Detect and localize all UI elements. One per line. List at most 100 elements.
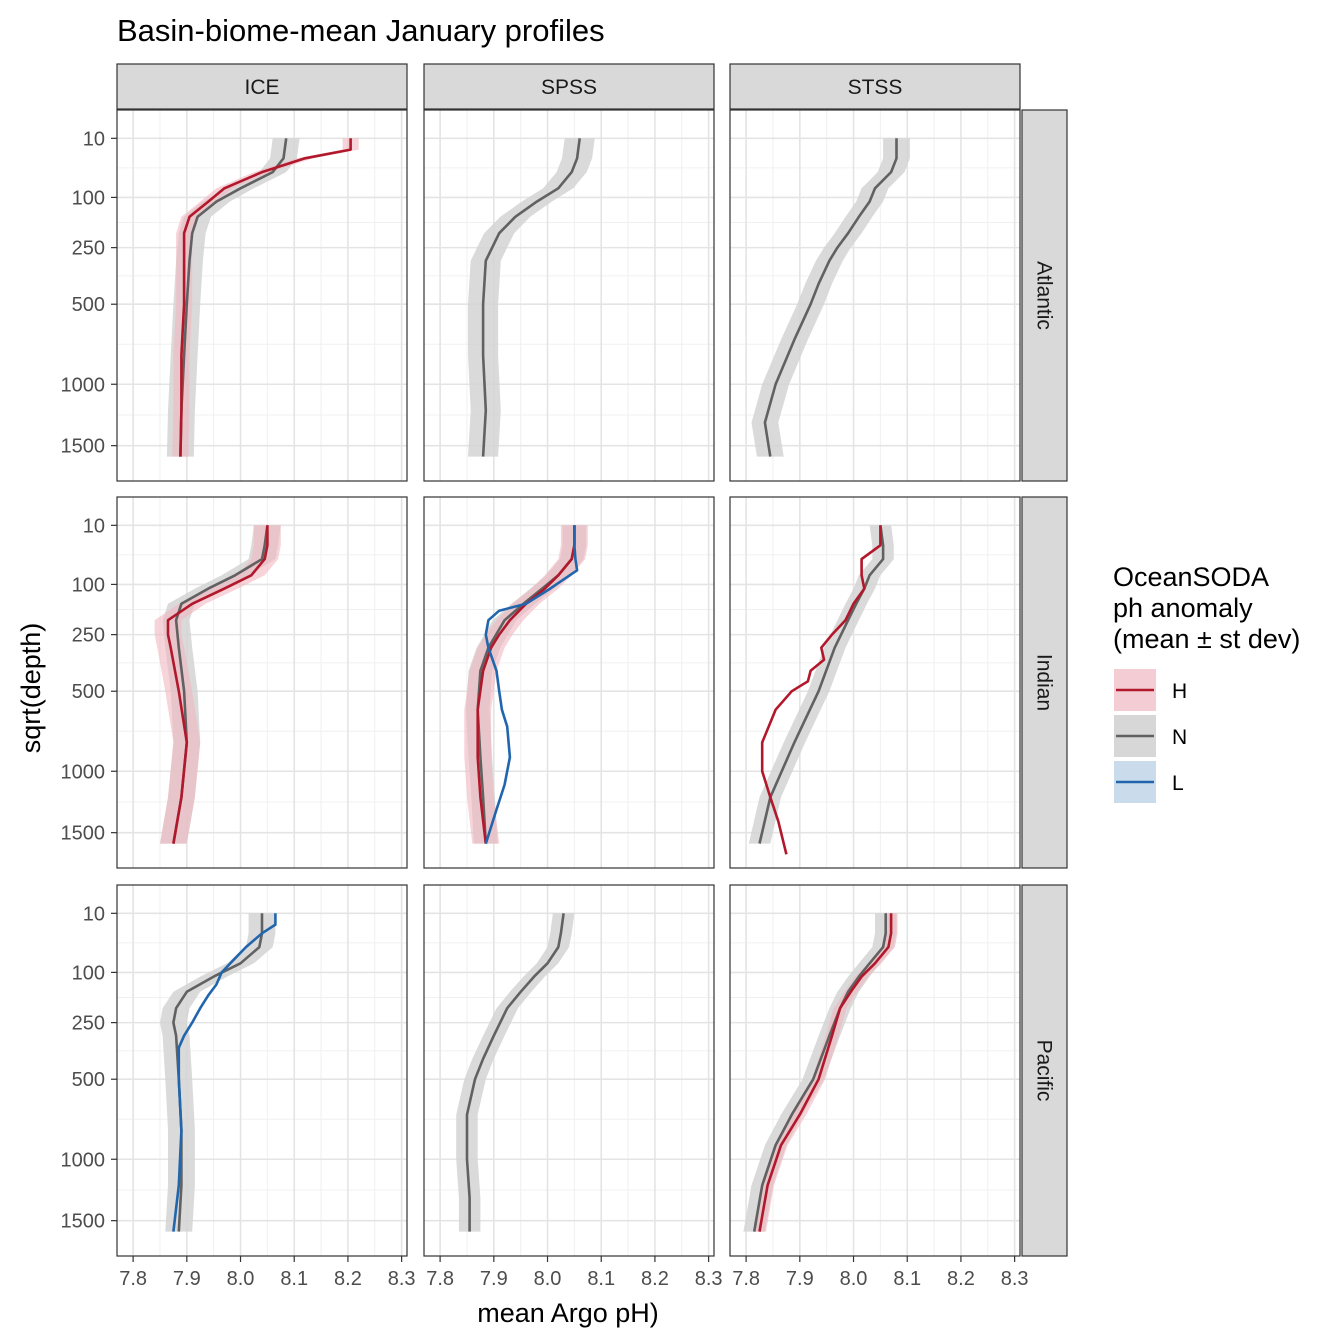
x-tick-label: 8.1 (893, 1268, 921, 1290)
ribbon-N (456, 913, 575, 1232)
strip-background (1021, 109, 1068, 482)
y-tick-label: 100 (72, 574, 105, 596)
panel-data (743, 913, 898, 1232)
panel-border (116, 496, 408, 869)
x-tick-label: 8.0 (840, 1268, 868, 1290)
panel-indian-stss (729, 496, 1021, 869)
strip-label: Pacific (1033, 1040, 1056, 1102)
profile-line-L (172, 913, 277, 1232)
y-tick-label: 250 (72, 238, 105, 260)
x-tick-label: 7.8 (732, 1268, 760, 1290)
panel-border (729, 109, 1021, 482)
panel-atlantic-ice (116, 109, 408, 482)
profile-line-H (476, 525, 576, 844)
legend-label: N (1172, 726, 1187, 749)
panel-pacific-spss (423, 884, 715, 1257)
x-tick-label: 8.1 (280, 1268, 308, 1290)
legend-label: H (1172, 680, 1187, 703)
y-tick-label: 500 (72, 1069, 105, 1091)
x-axis-title: mean Argo pH) (477, 1298, 659, 1328)
profile-line-H (760, 525, 882, 855)
profile-line-N (758, 525, 885, 844)
facet-panels (116, 109, 1021, 1257)
y-tick-label: 10 (83, 128, 105, 150)
legend-key-H: H (1114, 669, 1187, 711)
profile-line-N (465, 913, 565, 1232)
panel-border (423, 109, 715, 482)
panel-border (423, 496, 715, 869)
ribbon-H (753, 913, 898, 1232)
strip-row-pacific: Pacific (1021, 884, 1068, 1257)
strip-label: Indian (1033, 654, 1056, 711)
ribbon-H (154, 525, 281, 844)
y-tick-label: 10 (83, 903, 105, 925)
strip-label: STSS (848, 76, 903, 99)
panel-data (748, 525, 894, 855)
strip-col-ice: ICE (116, 63, 408, 110)
ribbon-N (166, 138, 300, 457)
panel-data (154, 525, 281, 844)
strip-background (1021, 884, 1068, 1257)
panel-pacific-stss (729, 884, 1021, 1257)
y-tick-label: 100 (72, 962, 105, 984)
profile-line-H (166, 525, 269, 844)
strip-label: SPSS (541, 76, 597, 99)
panel-border (116, 884, 408, 1257)
profile-line-N (763, 138, 898, 457)
ribbon-N (468, 138, 595, 457)
y-tick-label: 1000 (61, 1149, 106, 1171)
y-tick-label: 250 (72, 625, 105, 647)
panel-pacific-ice (116, 884, 408, 1257)
legend-key-L: L (1114, 761, 1184, 803)
x-tick-label: 8.2 (334, 1268, 362, 1290)
legend-title: OceanSODA (1113, 562, 1269, 592)
y-tick-label: 1500 (61, 1211, 106, 1233)
panel-indian-ice (116, 496, 408, 869)
legend-title: (mean ± st dev) (1113, 624, 1300, 654)
strip-label: ICE (244, 76, 279, 99)
strip-label: Atlantic (1033, 261, 1056, 330)
y-tick-label: 1000 (61, 761, 106, 783)
panel-data (166, 138, 359, 457)
panel-border (423, 884, 715, 1257)
legend-key-N: N (1114, 715, 1187, 757)
strip-row-indian: Indian (1021, 496, 1068, 869)
x-tick-label: 7.9 (173, 1268, 201, 1290)
ribbon-N (160, 913, 276, 1232)
legend-label: L (1172, 772, 1184, 795)
facet-strips: ICE SPSS STSS Atlantic Indian Pacific (116, 63, 1068, 1257)
x-tick-label: 7.9 (786, 1268, 814, 1290)
x-tick-label: 8.3 (695, 1268, 723, 1290)
panel-border (729, 496, 1021, 869)
profile-line-L (484, 525, 579, 844)
x-tick-label: 7.9 (480, 1268, 508, 1290)
x-tick-label: 8.2 (641, 1268, 669, 1290)
panel-data (464, 525, 588, 844)
chart-title: Basin-biome-mean January profiles (117, 13, 605, 48)
axes: 10 100 250 500 1000 1500 10 100 250 500 1000 1500 10… (61, 128, 1029, 1290)
x-tick-label: 7.8 (426, 1268, 454, 1290)
x-tick-label: 8.1 (587, 1268, 615, 1290)
y-tick-label: 500 (72, 681, 105, 703)
strip-col-spss: SPSS (423, 63, 715, 110)
x-tick-label: 8.3 (388, 1268, 416, 1290)
panel-atlantic-stss (729, 109, 1021, 482)
x-tick-label: 8.0 (227, 1268, 255, 1290)
strip-background (116, 63, 408, 110)
y-tick-label: 10 (83, 515, 105, 537)
profile-line-N (179, 138, 288, 457)
panel-data (456, 913, 575, 1232)
panel-border (729, 884, 1021, 1257)
profile-line-H (758, 913, 893, 1232)
y-axis-title: sqrt(depth) (16, 623, 46, 754)
x-tick-label: 7.8 (119, 1268, 147, 1290)
profile-line-N (481, 138, 581, 457)
panel-border (116, 109, 408, 482)
y-tick-label: 250 (72, 1013, 105, 1035)
x-tick-label: 8.3 (1001, 1268, 1029, 1290)
x-tick-label: 8.0 (534, 1268, 562, 1290)
strip-background (729, 63, 1021, 110)
strip-row-atlantic: Atlantic (1021, 109, 1068, 482)
